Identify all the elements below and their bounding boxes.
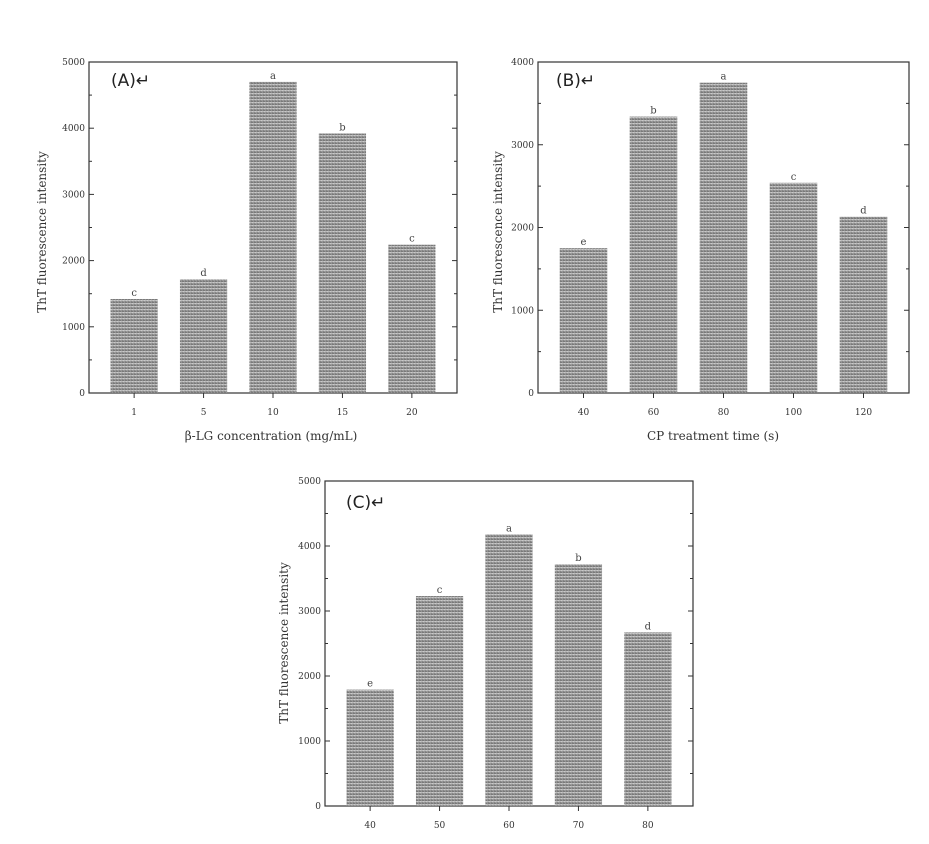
bar-c	[415, 596, 464, 806]
y-tick-label-b: 1000	[511, 306, 534, 316]
significance-label-b: d	[860, 206, 867, 217]
y-axis-label-a: ThT fluorescence intensity	[35, 151, 49, 313]
x-tick-label-a: 15	[337, 408, 349, 418]
x-tick-label-a: 1	[131, 408, 137, 418]
y-tick-label-c: 4000	[298, 542, 321, 552]
bar-c	[346, 689, 394, 806]
y-tick-label-c: 3000	[298, 607, 321, 617]
significance-label-b: e	[581, 237, 587, 248]
bar-b	[629, 116, 678, 394]
bar-a	[179, 279, 228, 393]
x-axis-label-a: β-LG concentration (mg/mL)	[185, 429, 358, 443]
y-tick-label-a: 2000	[62, 257, 85, 267]
y-tick-label-c: 5000	[298, 477, 321, 487]
y-tick-label-c: 2000	[298, 672, 321, 682]
bar-a	[249, 81, 297, 394]
bar-b	[839, 216, 888, 393]
y-tick-label-a: 5000	[62, 58, 85, 68]
bar-a	[318, 133, 367, 393]
significance-label-c: c	[437, 585, 443, 596]
y-tick-label-a: 1000	[62, 323, 85, 333]
x-tick-label-a: 20	[406, 408, 418, 418]
y-tick-label-a: 4000	[62, 124, 85, 134]
x-tick-label-b: 100	[785, 408, 802, 418]
bar-c	[624, 632, 672, 806]
y-tick-label-c: 1000	[298, 737, 321, 747]
x-tick-label-a: 10	[267, 408, 279, 418]
x-tick-label-b: 120	[855, 408, 872, 418]
x-tick-label-c: 70	[573, 821, 585, 831]
significance-label-a: a	[270, 71, 276, 82]
x-tick-label-b: 40	[578, 408, 590, 418]
bar-a	[110, 298, 158, 393]
y-tick-label-c: 0	[315, 802, 321, 812]
x-tick-label-c: 80	[642, 821, 654, 831]
y-tick-label-a: 3000	[62, 190, 85, 200]
x-tick-label-b: 80	[718, 408, 730, 418]
x-axis-label-b: CP treatment time (s)	[647, 429, 779, 443]
bar-c	[554, 564, 603, 806]
x-tick-label-c: 60	[503, 821, 515, 831]
x-tick-label-c: 50	[434, 821, 446, 831]
y-tick-label-a: 0	[79, 389, 85, 399]
y-tick-label-b: 4000	[511, 58, 534, 68]
panel-label-a: (A)↵	[111, 71, 150, 91]
significance-label-a: b	[339, 122, 345, 133]
significance-label-a: d	[200, 268, 207, 279]
chart-c: (C)↵ ThT fluorescence intensity 0 1000 200…	[277, 477, 694, 831]
x-tick-label-b: 60	[648, 408, 660, 418]
significance-label-c: e	[367, 679, 373, 690]
bar-b	[699, 82, 748, 393]
significance-label-a: c	[131, 288, 137, 299]
significance-label-b: a	[721, 72, 727, 83]
x-tick-label-a: 5	[201, 408, 207, 418]
significance-label-c: d	[645, 621, 652, 632]
bar-a	[388, 244, 436, 393]
significance-label-b: b	[650, 106, 656, 117]
panel-label-b: (B)↵	[556, 71, 595, 91]
significance-label-c: a	[506, 523, 512, 534]
y-tick-label-b: 3000	[511, 141, 534, 151]
panel-label-c: (C)↵	[346, 493, 385, 513]
bar-b	[769, 182, 818, 393]
significance-label-a: c	[409, 234, 415, 245]
bar-b	[559, 248, 608, 393]
y-tick-label-b: 0	[528, 389, 534, 399]
significance-label-c: b	[575, 553, 581, 564]
significance-label-b: c	[791, 172, 797, 183]
chart-b: (B)↵ ThT fluorescence intensity CP treat…	[491, 58, 910, 443]
bar-c	[485, 534, 533, 806]
y-axis-label-b: ThT fluorescence intensity	[491, 151, 505, 313]
y-axis-label-c: ThT fluorescence intensity	[277, 562, 291, 724]
x-tick-label-c: 40	[364, 821, 376, 831]
chart-a: (A)↵ ThT fluorescence intensity β-LG con…	[35, 58, 458, 443]
y-tick-label-b: 2000	[511, 224, 534, 234]
